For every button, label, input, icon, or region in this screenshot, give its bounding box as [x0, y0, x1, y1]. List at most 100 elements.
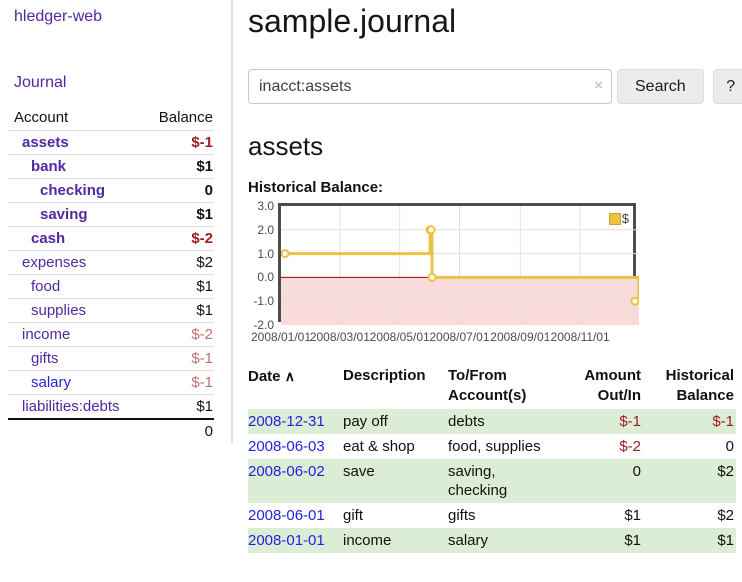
- account-link-cash[interactable]: cash: [31, 230, 66, 247]
- x-axis-tick: 2008/07/01: [429, 330, 490, 344]
- x-axis-tick: 2008/01/01: [250, 330, 312, 344]
- account-row: cash $-2: [8, 226, 214, 251]
- search-button[interactable]: Search: [617, 69, 704, 104]
- transaction-amount: $-1: [559, 409, 643, 434]
- page-title: sample.journal: [248, 3, 457, 39]
- register-col-balance: Historical Balance: [665, 367, 734, 404]
- transaction-date-link[interactable]: 2008-06-01: [248, 507, 325, 524]
- account-heading: assets: [248, 131, 324, 161]
- transaction-date-link[interactable]: 2008-01-01: [248, 532, 325, 549]
- transaction-description: gift: [343, 507, 364, 524]
- y-axis-tick: -1.0: [253, 294, 274, 309]
- transaction-balance: $2: [643, 459, 736, 503]
- y-axis-tick: -2.0: [253, 318, 274, 332]
- account-row: supplies $1: [8, 298, 214, 323]
- account-link-food[interactable]: food: [31, 278, 61, 295]
- account-link-salary[interactable]: salary: [31, 374, 72, 391]
- transaction-amount: $1: [559, 528, 643, 553]
- data-point-marker: [281, 249, 290, 259]
- account-balance: $-1: [141, 130, 214, 155]
- transaction-amount: $1: [624, 507, 641, 524]
- historical-balance-chart: $3.0 2.0 1.0 0.0 -1.0 -2.0 2008/01/01 2008/03/0…: [248, 199, 648, 345]
- transaction-row: 2008-06-02 save saving, checking 0 $2: [248, 459, 736, 503]
- search-input[interactable]: [248, 69, 612, 104]
- transaction-balance: $2: [717, 507, 734, 524]
- transaction-balance: $1: [643, 528, 736, 553]
- accounts-total-row: 0: [8, 418, 214, 443]
- chart-legend: $: [608, 211, 629, 226]
- accounts-col-balance: Balance: [158, 109, 213, 126]
- account-link-bank[interactable]: bank: [31, 158, 67, 175]
- account-row: assets $-1: [8, 130, 214, 155]
- sidebar-item-journal[interactable]: Journal: [14, 74, 67, 91]
- y-axis-tick: 0.0: [257, 270, 274, 285]
- accounts-table: Account Balance assets $-1 bank $1 checking 0…: [8, 106, 214, 443]
- account-link-liabilities-debts[interactable]: liabilities:debts: [22, 398, 120, 415]
- account-link-supplies[interactable]: supplies: [31, 302, 87, 319]
- account-balance: $1: [141, 154, 214, 179]
- account-link-saving[interactable]: saving: [40, 206, 88, 223]
- page: hledger-web Journal Account Balance asse…: [0, 0, 742, 553]
- account-row: salary $-1: [8, 370, 214, 395]
- account-balance: $-2: [141, 322, 214, 347]
- account-row: food $1: [8, 274, 214, 299]
- transaction-row: 2008-06-03 eat & shop food, supplies $-2 0: [248, 434, 736, 459]
- transaction-date-link[interactable]: 2008-12-31: [248, 413, 325, 430]
- transaction-balance: $-1: [643, 409, 736, 434]
- transaction-row: 2008-06-01 gift gifts $1 $2: [248, 503, 736, 528]
- y-axis-tick: 2.0: [257, 222, 274, 237]
- account-row: checking 0: [8, 178, 214, 203]
- help-button[interactable]: ?: [712, 69, 742, 104]
- sidebar: hledger-web Journal Account Balance asse…: [0, 0, 233, 443]
- transaction-accounts: saving, checking: [448, 459, 559, 503]
- x-axis-tick: 2008/11/01: [550, 330, 610, 344]
- account-link-income[interactable]: income: [22, 326, 71, 343]
- register-col-description: Description: [343, 367, 426, 384]
- y-axis-tick: 3.0: [257, 199, 274, 213]
- transaction-balance: 0: [725, 438, 734, 455]
- register-col-amount: Amount Out/In: [584, 367, 641, 404]
- account-balance: $1: [141, 298, 214, 323]
- data-point-marker: [426, 225, 436, 235]
- account-balance: 0: [141, 178, 214, 203]
- data-point-marker: [427, 272, 437, 282]
- account-balance: $-1: [141, 370, 214, 395]
- sort-asc-icon: ∧: [284, 368, 295, 384]
- account-link-gifts[interactable]: gifts: [31, 350, 59, 367]
- register-col-account: To/From Account(s): [448, 367, 527, 404]
- x-axis-tick: 2008/05/01: [369, 330, 430, 344]
- account-row: expenses $2: [8, 250, 214, 275]
- transaction-accounts: debts: [448, 409, 559, 434]
- transaction-accounts: salary: [448, 528, 559, 553]
- transaction-row: 2008-12-31 pay off debts $-1 $-1: [248, 409, 736, 434]
- transaction-row: 2008-01-01 income salary $1 $1: [248, 528, 736, 553]
- account-link-checking[interactable]: checking: [40, 182, 106, 199]
- transaction-amount: 0: [559, 459, 643, 503]
- account-row: bank $1: [8, 154, 214, 179]
- transaction-amount: $-2: [619, 438, 641, 455]
- transaction-date-link[interactable]: 2008-06-02: [248, 463, 325, 480]
- account-row: liabilities:debts $1: [8, 394, 214, 419]
- account-balance: $2: [141, 250, 214, 275]
- account-balance: $1: [141, 274, 214, 299]
- transaction-accounts: food, supplies: [448, 438, 541, 455]
- transaction-description: pay off: [343, 409, 448, 434]
- account-balance: $-2: [141, 226, 214, 251]
- chart-title: Historical Balance:: [248, 179, 384, 196]
- search-form: × Search ?: [248, 69, 742, 104]
- x-axis-tick: 2008/09/01: [490, 330, 551, 344]
- account-balance: $1: [141, 202, 214, 227]
- account-row: gifts $-1: [8, 346, 214, 371]
- register-col-date[interactable]: Date ∧: [248, 368, 295, 385]
- transaction-date-link[interactable]: 2008-06-03: [248, 438, 325, 455]
- account-link-expenses[interactable]: expenses: [22, 254, 87, 271]
- account-balance: $-1: [141, 346, 214, 371]
- chart-plot-area: $: [278, 203, 639, 325]
- transaction-description: eat & shop: [343, 438, 415, 455]
- account-link-assets[interactable]: assets: [22, 134, 69, 151]
- chart-canvas: [281, 206, 639, 325]
- account-row: saving $1: [8, 202, 214, 227]
- transaction-accounts: gifts: [448, 507, 476, 524]
- clear-search-icon[interactable]: ×: [594, 77, 603, 94]
- app-brand-link[interactable]: hledger-web: [14, 8, 103, 25]
